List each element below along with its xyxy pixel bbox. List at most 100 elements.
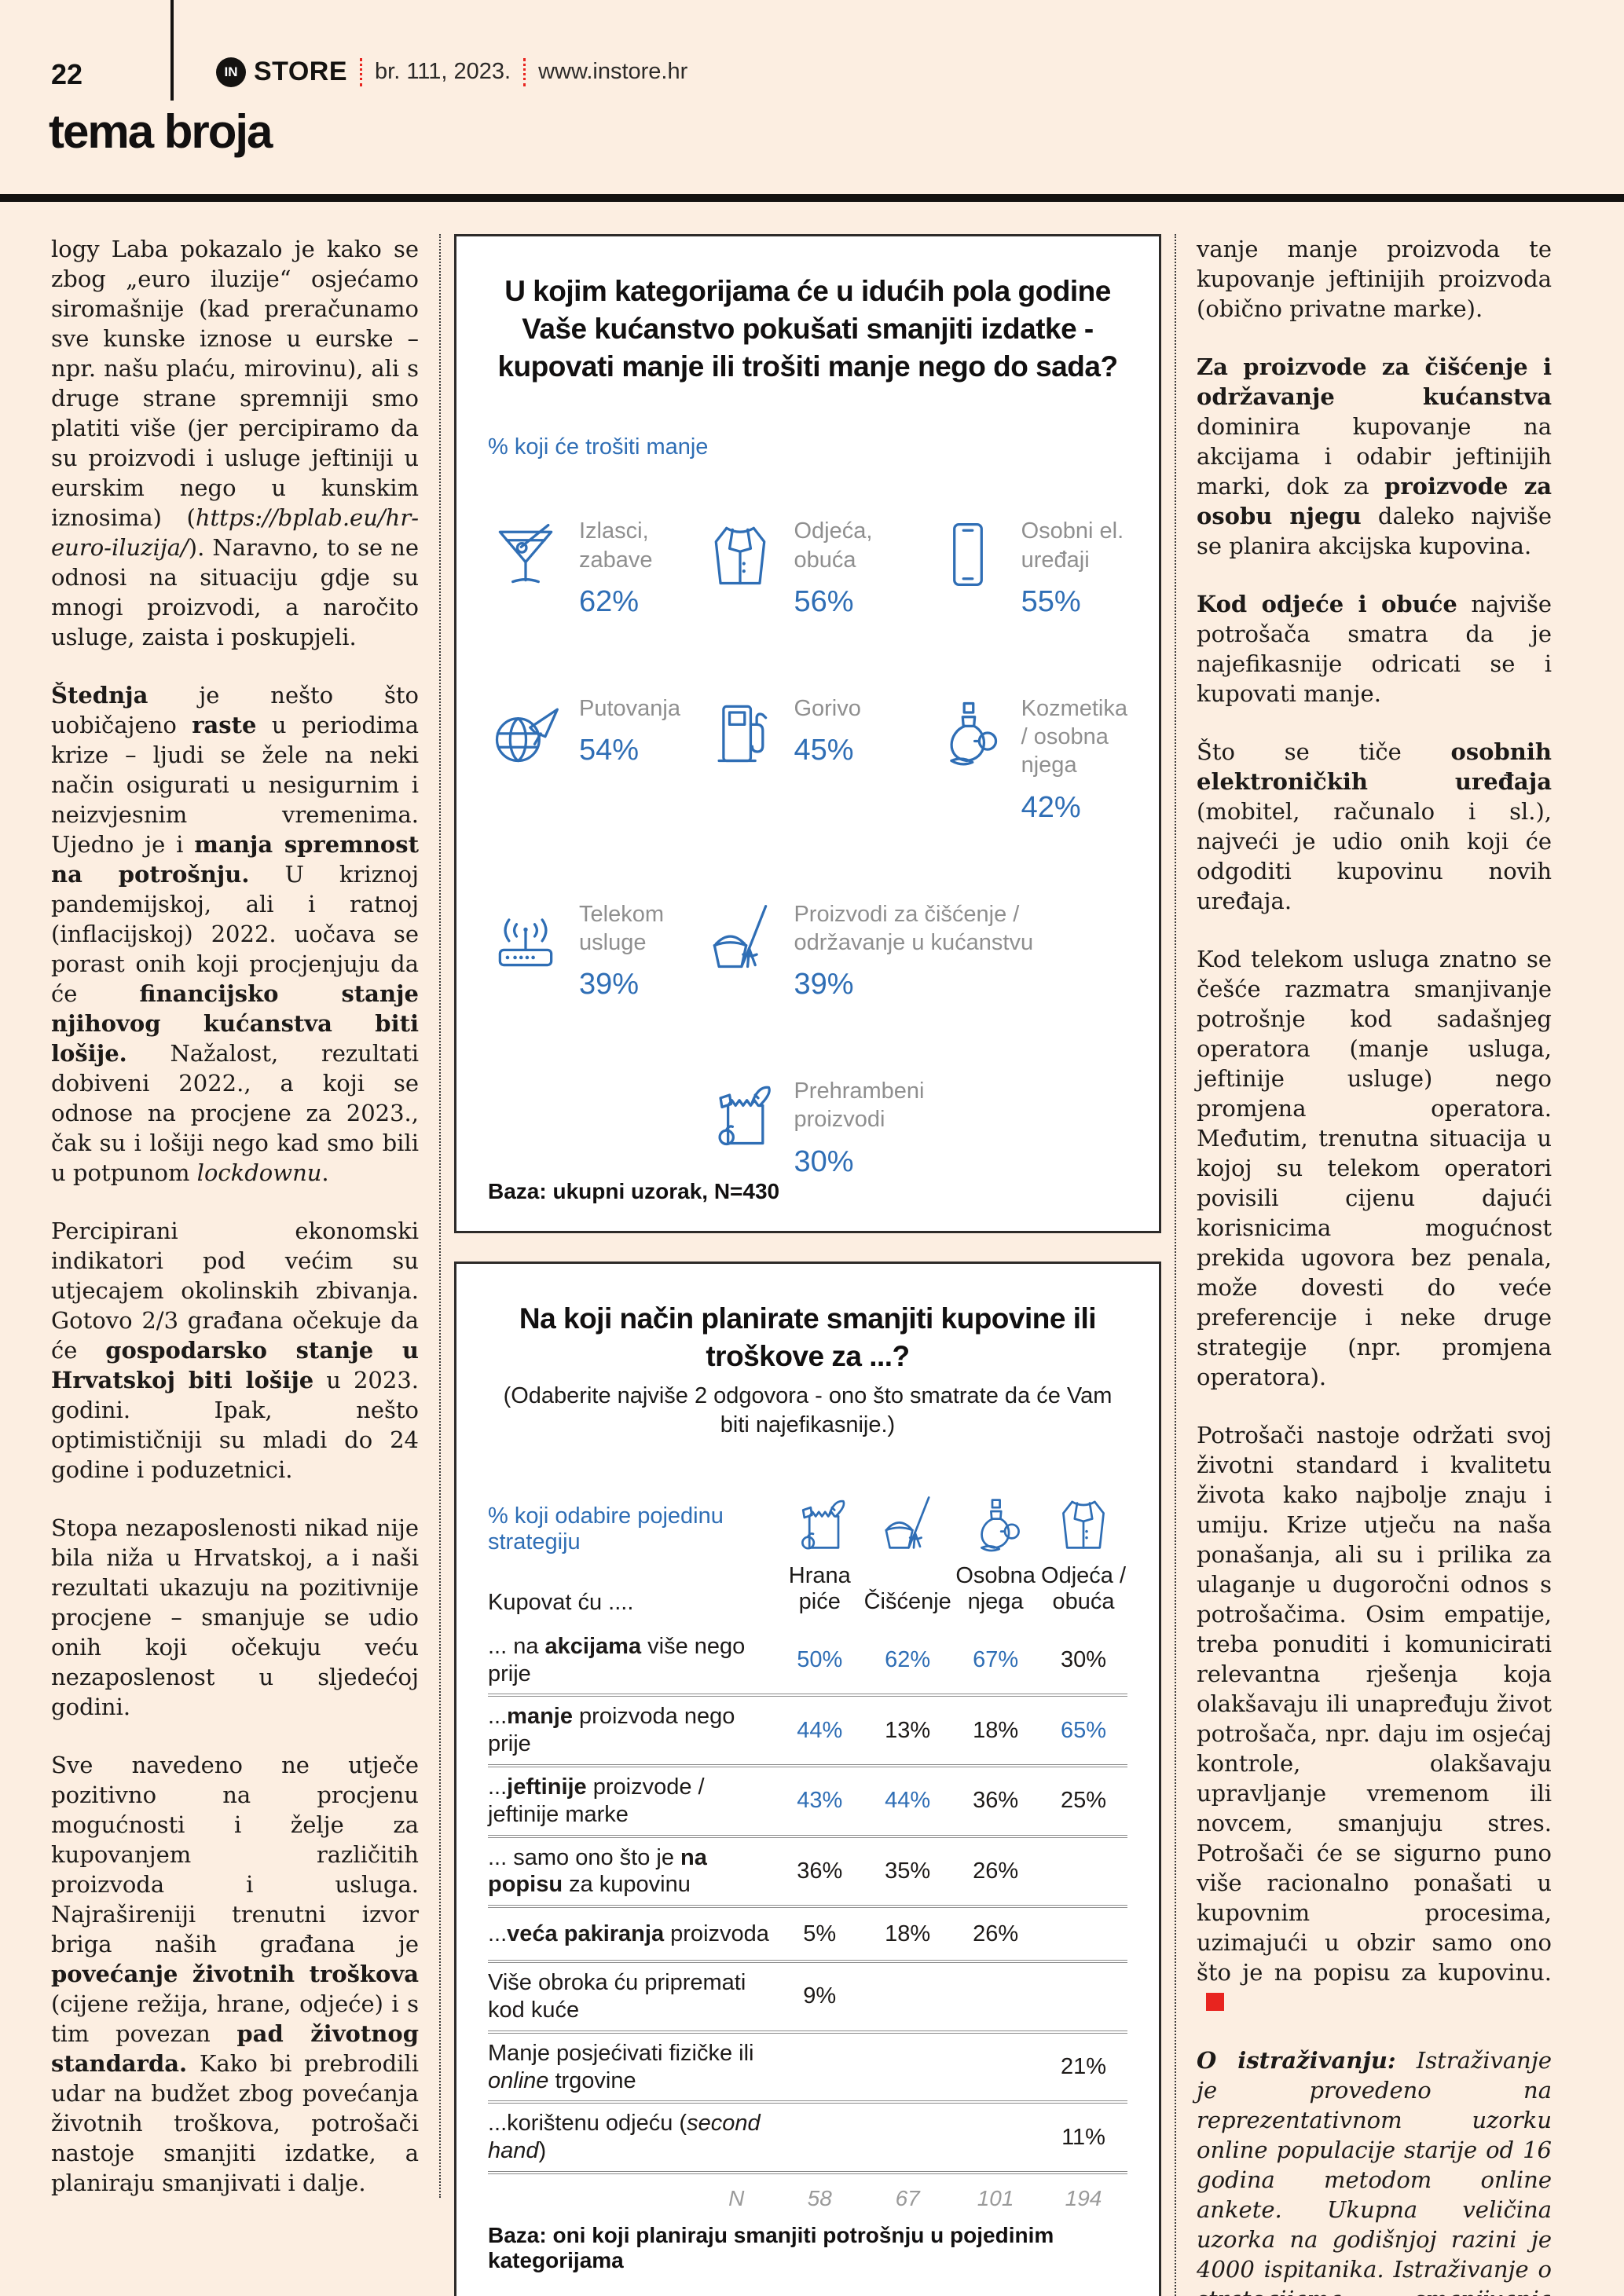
right-text-column: vanje manje proizvoda te kupovanje jefti… [1175,234,1552,2296]
text-run: online [488,2067,549,2093]
middle-column: U kojim kategorijama će u idućih pola go… [441,234,1175,2296]
cell-value: 67% [973,1647,1019,1673]
paragraph: Kod odjeće i obuće najviše potrošača sma… [1197,589,1552,709]
table-row: ...veća pakiranja proizvoda 5% 18% 26% [488,1905,1127,1960]
category-text: Prehrambeni proizvodi 30% [794,1077,982,1179]
cell-value: 50% [797,1647,843,1673]
category-item: Proizvodi za čišćenje / održavanje u kuć… [702,900,1127,1002]
text-run: manje [507,1704,573,1730]
cell-value: 9% [803,1983,837,2009]
category-label: Putovanja [579,695,680,721]
cell-value: 26% [973,1921,1019,1946]
category-item: Izlasci, zabave 62% [488,517,698,619]
category-item: Osobni el. uređaji 55% [930,517,1127,619]
category-value: 45% [794,734,854,767]
text-run: proizvode za osobu njegu [1197,473,1552,529]
cell-value: 36% [973,1788,1019,1814]
category-text: Odjeća, obuća 56% [794,517,925,619]
table-legend: % koji odabire pojedinu strategiju [488,1503,724,1555]
issue-number: br. 111, 2023. [375,59,511,84]
travel-icon [488,694,563,770]
smartphone-icon [930,517,1006,592]
text-run: financijsko stanje njihovog kućanstva bi… [51,980,419,1067]
row-label: ... na akcijama više nego prije [488,1627,775,1694]
row-label: ...manje proizvoda nego prije [488,1697,775,1764]
paragraph: Što se tiče osobnih elektroničkih uređaj… [1197,737,1552,916]
text-run: daleko najviše se planira akcijska kupov… [1197,503,1552,559]
n-value: 194 [1065,2185,1102,2210]
row-header: Kupovat ću .... [488,1589,634,1615]
text-run: Istraživanje je provedeno na reprezentat… [1197,2047,1552,2296]
column-header: Odjeća / obuća [1041,1563,1127,1615]
cell-value: 36% [797,1858,843,1884]
cocktail-icon [488,517,563,592]
category-value: 55% [1021,584,1081,618]
table-header-row: Kupovat ću .... Hrana piće Čišćenje Osob… [488,1563,1127,1627]
cleaning-icon [863,1492,951,1555]
cell-value: 30% [1061,1647,1107,1673]
cell-value: 13% [885,1717,931,1743]
text-run: raste [192,712,257,738]
perfume-icon [930,694,1006,770]
text-run: akcijama [544,1633,642,1659]
category-value: 39% [794,968,854,1002]
text-run: ) [538,2138,547,2164]
cell-value: 44% [797,1717,843,1743]
text-run: Što se tiče [1197,738,1451,765]
category-value: 56% [794,584,854,618]
infographic-legend: % koji će trošiti manje [488,434,709,460]
table-row: ...jeftinije proizvode / jeftinije marke… [488,1763,1127,1835]
text-run: proizvode / jeftinije marke [488,1774,705,1827]
category-label: Odjeća, obuća [794,518,873,573]
infographic-title: U kojim kategorijama će u idućih pola go… [497,275,1118,383]
cell-value: 5% [803,1921,837,1946]
category-value: 42% [1021,790,1081,824]
table-subtitle: (Odaberite najviše 2 odgovora - ono što … [503,1382,1113,1438]
text-run: jeftinije [507,1774,587,1800]
category-item: Telekom usluge 39% [488,900,698,1002]
page-header: 22 IN STORE br. 111, 2023. www.instore.h… [51,0,1573,101]
text-run: u 2023. godini. Ipak, nešto optimistični… [51,1367,419,1483]
sample-size-row: N 58 67 101 194 [488,2174,1127,2223]
cell-value: 11% [1061,2124,1105,2150]
text-run: u periodima krize – ljudi se žele na nek… [51,712,419,858]
text-run: na popisu [488,1844,707,1898]
text-run: veća pakiranja [507,1921,665,1946]
table-body: ... na akcijama više nego prije 50% 62% 67%… [488,1627,1127,2174]
category-label: Prehrambeni proizvodi [794,1078,925,1133]
base-note: Baza: oni koji planiraju smanjiti potroš… [488,2222,1054,2272]
instore-logo-icon: IN [216,57,246,87]
table-row: ...manje proizvoda nego prije 44% 13% 18% 65… [488,1694,1127,1764]
text-run: povećanje životnih troškova [51,1961,419,1987]
text-run: ... na [488,1633,545,1659]
cell-value: 65% [1061,1717,1107,1743]
category-text: Telekom usluge 39% [579,900,698,1002]
table-title: Na koji način planirate smanjiti kupovin… [519,1302,1097,1372]
category-item: Putovanja 54% [488,694,698,825]
text-run: Percipirani ekonomski indikatori pod već… [51,1218,419,1364]
category-text: Putovanja 54% [579,694,680,767]
text-run: gospodarsko stanje u Hrvatskoj biti loši… [51,1337,419,1393]
paragraph: Kod telekom usluga znatno se češće razma… [1197,944,1552,1392]
groceries-icon [702,1077,778,1152]
category-label: Izlasci, zabave [579,518,653,573]
paragraph: logy Laba pokazalo je kako se zbog „euro… [51,234,419,652]
category-label: Kozmetika / osobna njega [1021,695,1127,778]
text-run: osobnih elektroničkih uređaja [1197,738,1552,795]
text-run: Stopa nezaposlenosti nikad nije bila niž… [51,1514,419,1720]
page-number: 22 [51,58,83,90]
text-run: ). Naravno, to se ne odnosi na situaciju… [51,534,419,650]
category-item: Gorivo 45% [702,694,925,825]
red-dotted-divider [360,57,363,86]
text-run: Sve navedeno ne utječe pozitivno na proc… [51,1752,419,1957]
groceries-icon [775,1492,863,1555]
row-label: Više obroka ću pripremati kod kuće [488,1963,775,2031]
paragraph: Percipirani ekonomski indikatori pod već… [51,1216,419,1485]
n-value: 58 [807,2185,832,2210]
text-run: lockdownu [196,1159,322,1186]
table-row: ... samo ono što je na popisu za kupovin… [488,1834,1127,1906]
row-label: ...veća pakiranja proizvoda [488,1914,775,1954]
column-header: Osobna njega [955,1563,1036,1615]
table-row: Više obroka ću pripremati kod kuće 9% [488,1960,1127,2031]
text-run: Kod odjeće i obuće [1197,591,1457,617]
